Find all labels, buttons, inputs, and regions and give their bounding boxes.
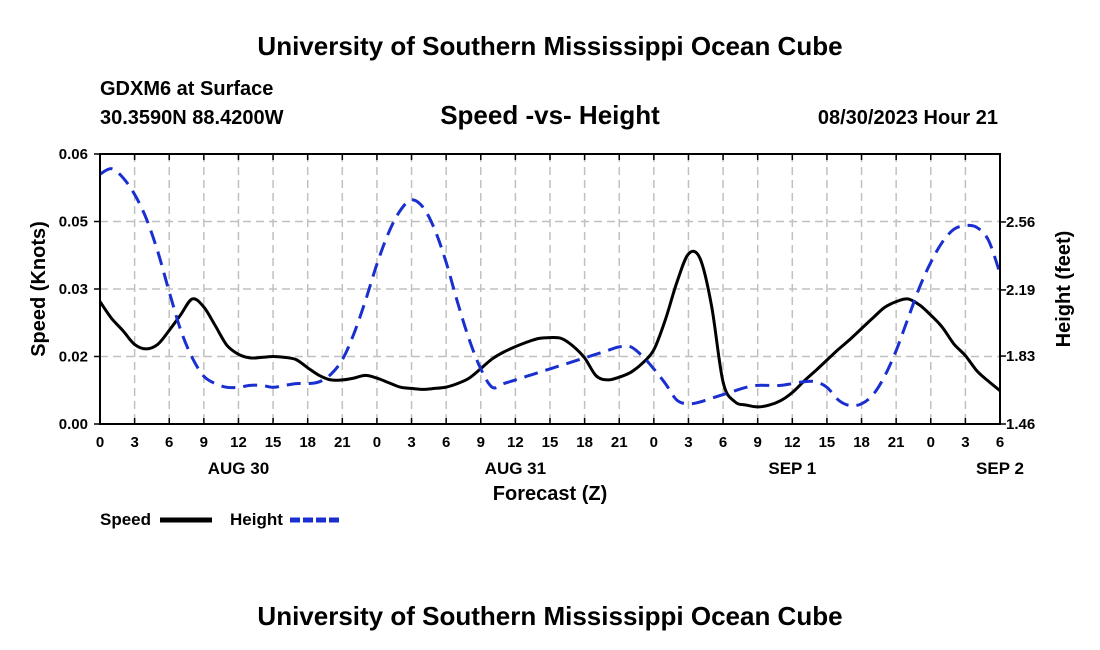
timestamp-label: 08/30/2023 Hour 21 — [818, 107, 998, 129]
x-tick-label: 12 — [784, 434, 801, 451]
x-tick-label: 6 — [165, 434, 173, 451]
x-tick-label: 21 — [611, 434, 628, 451]
x-tick-label: 18 — [299, 434, 316, 451]
x-day-label: SEP 1 — [768, 459, 816, 478]
x-tick-label: 3 — [130, 434, 138, 451]
station-label: GDXM6 at Surface — [100, 78, 273, 100]
x-tick-label: 9 — [754, 434, 762, 451]
x-tick-label: 0 — [373, 434, 381, 451]
legend-label-height: Height — [230, 510, 283, 529]
x-tick-label: 0 — [96, 434, 104, 451]
chart-subtitle: Speed -vs- Height — [440, 100, 660, 130]
x-tick-label: 12 — [507, 434, 524, 451]
y-left-tick-label: 0.03 — [59, 281, 88, 298]
chart-title: University of Southern Mississippi Ocean… — [257, 31, 842, 61]
y-right-tick-label: 1.83 — [1006, 348, 1035, 365]
y-left-tick-label: 0.00 — [59, 416, 88, 433]
series-layer — [98, 167, 1002, 409]
x-tick-label: 6 — [719, 434, 727, 451]
x-tick-label: 18 — [576, 434, 593, 451]
x-tick-label: 18 — [853, 434, 870, 451]
y-left-tick-label: 0.02 — [59, 349, 88, 366]
x-tick-label: 3 — [961, 434, 969, 451]
x-tick-label: 3 — [684, 434, 692, 451]
y-axis-right-label: Height (feet) — [1053, 231, 1075, 348]
y-right-tick-label: 1.46 — [1006, 416, 1035, 433]
footer-title: University of Southern Mississippi Ocean… — [257, 601, 842, 631]
y-axis-left-label: Speed (Knots) — [28, 221, 50, 357]
x-tick-label: 9 — [200, 434, 208, 451]
series-line-height — [99, 167, 1002, 408]
x-tick-label: 21 — [334, 434, 351, 451]
x-tick-label: 15 — [265, 434, 282, 451]
x-day-label: AUG 31 — [485, 459, 546, 478]
x-day-label: AUG 30 — [208, 459, 269, 478]
x-tick-label: 3 — [407, 434, 415, 451]
x-day-label: SEP 2 — [976, 459, 1024, 478]
x-tick-label: 0 — [650, 434, 658, 451]
y-left-tick-label: 0.06 — [59, 146, 88, 163]
x-tick-label: 6 — [442, 434, 450, 451]
x-tick-label: 15 — [819, 434, 836, 451]
y-right-tick-label: 2.56 — [1006, 214, 1035, 231]
y-right-tick-label: 2.19 — [1006, 282, 1035, 299]
x-tick-label: 21 — [888, 434, 905, 451]
x-tick-label: 15 — [542, 434, 559, 451]
x-tick-label: 9 — [477, 434, 485, 451]
grid-layer — [100, 153, 1000, 424]
coordinates-label: 30.3590N 88.4200W — [100, 107, 284, 129]
legend-label-speed: Speed — [100, 510, 151, 529]
y-left-tick-label: 0.05 — [59, 214, 88, 231]
series-line-speed — [98, 249, 1001, 409]
x-axis-label: Forecast (Z) — [493, 483, 607, 505]
x-tick-label: 0 — [927, 434, 935, 451]
x-tick-label: 6 — [996, 434, 1004, 451]
x-tick-label: 12 — [230, 434, 247, 451]
legend: Speed Height — [100, 510, 342, 529]
tick-layer: 0 3 6 9 12 15 18 21 0 3 6 9 12 15 18 21 0 3 6 9 12 15 18 21 0 3 6 0… — [59, 146, 1035, 478]
